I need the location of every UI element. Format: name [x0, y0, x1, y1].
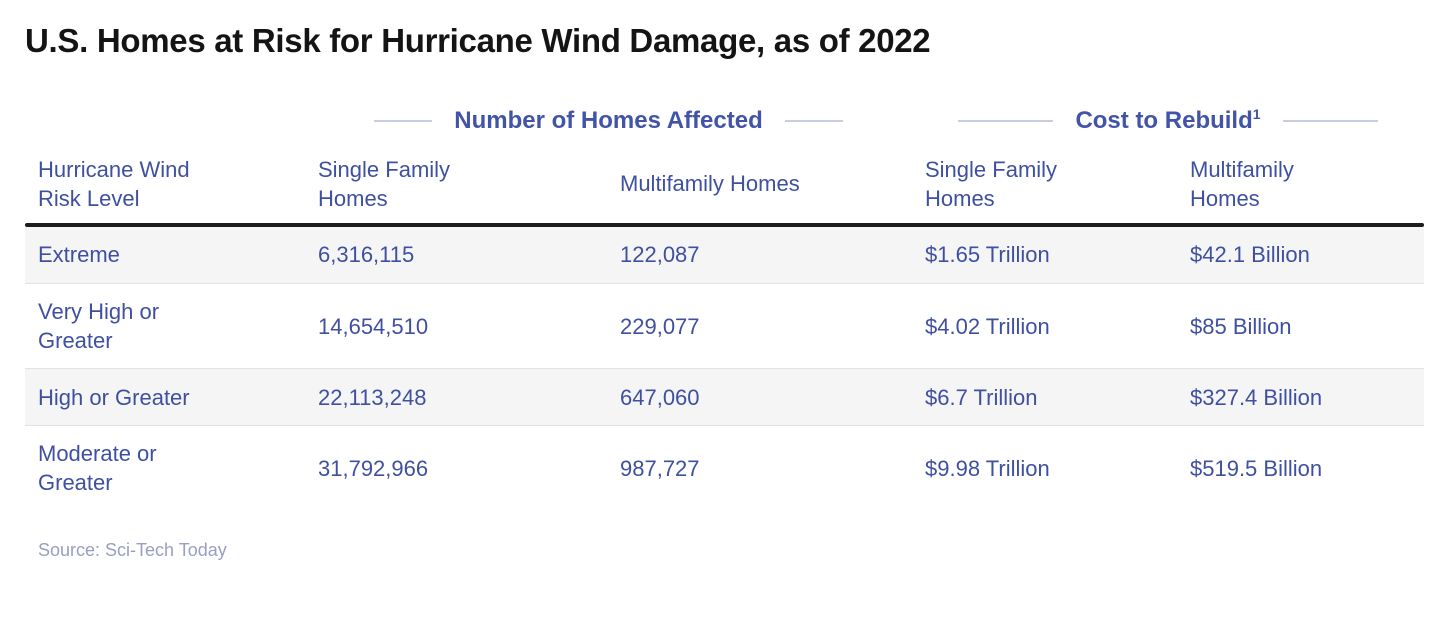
- table-row: Extreme 6,316,115 122,087 $1.65 Trillion…: [25, 227, 1424, 284]
- column-group-header-row: Number of Homes Affected Cost to Rebuild…: [25, 106, 1424, 135]
- cost-single-family-cell: $9.98 Trillion: [925, 455, 1050, 481]
- decorative-line: [958, 119, 1054, 122]
- column-header-risk-level: Hurricane Wind Risk Level: [38, 156, 190, 211]
- column-header-cost-single-family: Single Family Homes: [925, 156, 1058, 211]
- homes-multifamily-cell: 122,087: [620, 242, 700, 268]
- cost-multifamily-cell: $327.4 Billion: [1190, 384, 1323, 410]
- risk-level-cell: Extreme: [38, 242, 120, 268]
- group-header-label: Cost to Rebuild1: [1075, 106, 1261, 134]
- column-header-row: Hurricane Wind Risk Level Single Family …: [25, 149, 1424, 219]
- decorative-line: [784, 119, 843, 122]
- homes-single-family-cell: 31,792,966: [318, 455, 429, 481]
- risk-level-cell: High or Greater: [38, 384, 190, 410]
- infographic-container: U.S. Homes at Risk for Hurricane Wind Da…: [25, 22, 1424, 561]
- cost-multifamily-cell: $42.1 Billion: [1190, 242, 1310, 268]
- table-row: High or Greater 22,113,248 647,060 $6.7 …: [25, 369, 1424, 427]
- cost-single-family-cell: $6.7 Trillion: [925, 384, 1038, 410]
- cost-single-family-cell: $4.02 Trillion: [925, 313, 1050, 339]
- column-header-cost-multifamily: Multifamily Homes: [1190, 156, 1294, 211]
- column-header-homes-multifamily: Multifamily Homes: [620, 171, 800, 197]
- decorative-line: [374, 119, 433, 122]
- homes-single-family-cell: 22,113,248: [318, 384, 427, 410]
- homes-multifamily-cell: 647,060: [620, 384, 700, 410]
- homes-single-family-cell: 6,316,115: [318, 242, 415, 268]
- cost-single-family-cell: $1.65 Trillion: [925, 242, 1050, 268]
- table-row: Moderate or Greater 31,792,966 987,727 $…: [25, 426, 1424, 510]
- risk-level-cell: Moderate or Greater: [38, 441, 157, 496]
- cost-multifamily-cell: $85 Billion: [1190, 313, 1292, 339]
- cost-multifamily-cell: $519.5 Billion: [1190, 455, 1323, 481]
- source-attribution: Source: Sci-Tech Today: [38, 540, 227, 561]
- group-header-homes-affected: Number of Homes Affected: [305, 107, 912, 135]
- header-divider-rule: [25, 223, 1424, 227]
- risk-level-cell: Very High or Greater: [38, 299, 160, 354]
- group-header-cost-to-rebuild: Cost to Rebuild1: [912, 106, 1424, 135]
- column-header-homes-single-family: Single Family Homes: [318, 156, 451, 211]
- footnote-marker: 1: [1252, 106, 1261, 122]
- page-title: U.S. Homes at Risk for Hurricane Wind Da…: [25, 22, 931, 59]
- decorative-line: [1282, 119, 1378, 122]
- group-header-label: Number of Homes Affected: [454, 106, 763, 134]
- homes-multifamily-cell: 229,077: [620, 313, 700, 339]
- homes-single-family-cell: 14,654,510: [318, 313, 429, 339]
- table-row: Very High or Greater 14,654,510 229,077 …: [25, 284, 1424, 370]
- homes-multifamily-cell: 987,727: [620, 455, 700, 481]
